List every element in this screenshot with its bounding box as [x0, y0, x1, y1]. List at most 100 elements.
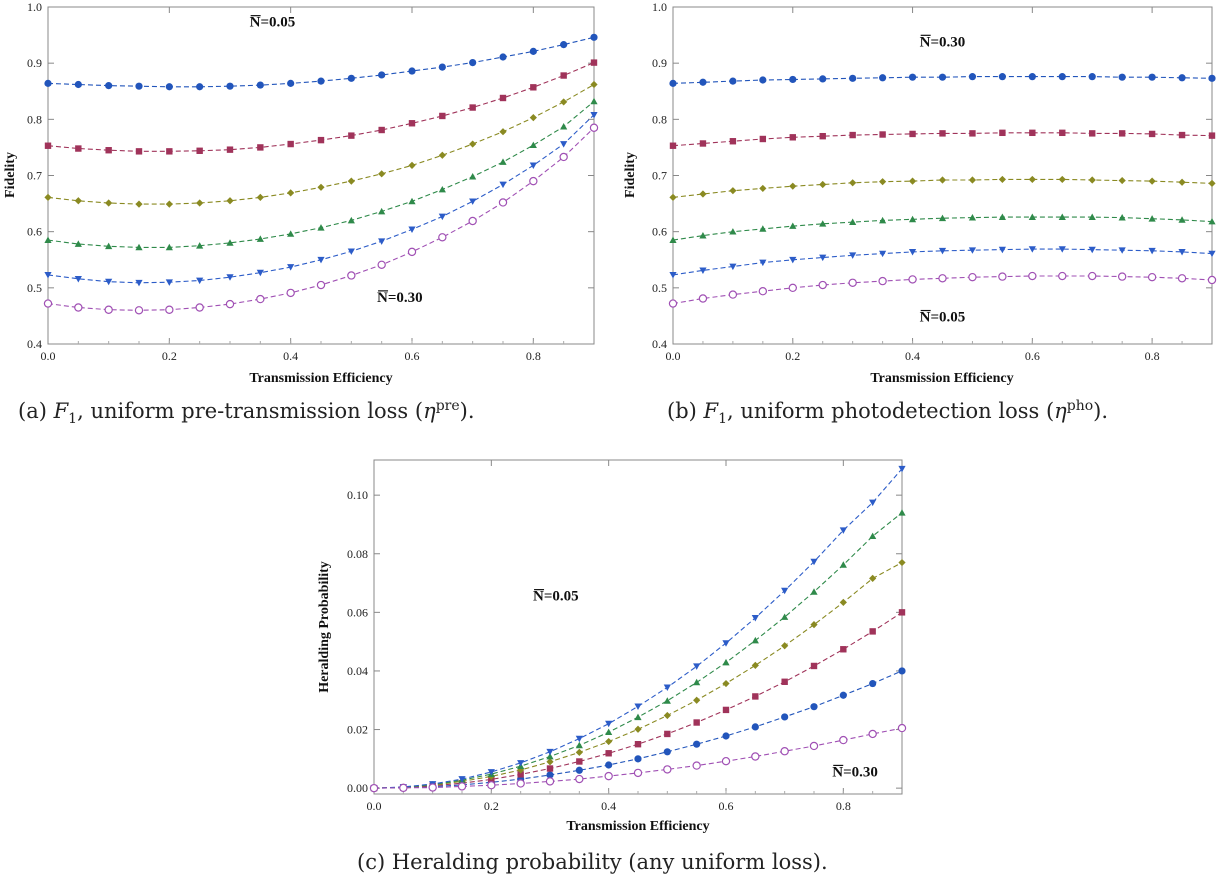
data-point: [135, 148, 143, 155]
series-6: [369, 723, 907, 793]
data-point: [898, 509, 906, 516]
data-point: [408, 226, 416, 234]
data-point: [517, 771, 524, 778]
data-point: [377, 260, 386, 270]
data-point: [438, 63, 446, 71]
data-point: [789, 134, 796, 141]
data-point: [560, 98, 568, 106]
data-point: [781, 587, 789, 595]
data-point: [818, 280, 827, 290]
data-point: [165, 279, 173, 286]
data-point: [699, 78, 707, 86]
data-point: [44, 142, 52, 149]
plot-frame: [672, 6, 1213, 345]
y-tick-label: 0.4: [27, 337, 42, 351]
x-tick-label: 0.6: [405, 349, 420, 363]
data-point: [819, 132, 826, 140]
series-2: [44, 59, 598, 155]
data-point: [105, 199, 113, 207]
data-point: [879, 250, 887, 258]
data-point: [810, 621, 818, 629]
data-point: [751, 636, 759, 644]
data-point: [1029, 129, 1036, 137]
x-tick-label: 0.4: [601, 799, 616, 813]
data-point: [819, 254, 827, 262]
data-point: [347, 271, 356, 280]
series-annotation: N=0.05: [250, 15, 296, 31]
data-point: [869, 532, 877, 540]
data-point: [438, 233, 447, 242]
series-6: [668, 271, 1217, 308]
data-point: [196, 242, 204, 249]
data-point: [560, 72, 567, 79]
data-point: [529, 141, 537, 149]
y-tick-label: 0.4: [652, 337, 667, 351]
data-point: [878, 276, 887, 286]
data-point: [1028, 175, 1036, 184]
y-axis-label: Heralding Probability: [317, 561, 332, 693]
data-point: [759, 135, 767, 143]
data-point: [165, 243, 173, 251]
data-point: [669, 79, 677, 87]
data-point: [729, 187, 737, 195]
data-point: [839, 691, 847, 699]
data-point: [998, 272, 1007, 281]
data-point: [1148, 177, 1156, 185]
data-point: [408, 67, 416, 75]
data-point: [669, 236, 677, 243]
data-point: [605, 750, 612, 757]
data-point: [439, 112, 446, 120]
data-point: [469, 140, 477, 148]
data-point: [722, 706, 730, 714]
data-point: [781, 678, 788, 685]
data-point: [968, 247, 977, 254]
data-point: [698, 294, 708, 303]
data-point: [1178, 216, 1186, 223]
data-point: [633, 768, 643, 778]
data-point: [560, 141, 568, 148]
caption-b: (b) F1, uniform photodetection loss (ηph…: [667, 398, 1109, 428]
data-point: [529, 47, 537, 55]
heralding-probability-chart: 0.0 0.2 0.4 0.6 0.8 0.00 0.02 0.04 0.06 0.08 0.10 T…: [317, 459, 907, 834]
data-point: [810, 588, 818, 595]
data-point: [43, 299, 53, 308]
data-point: [516, 779, 525, 788]
data-point: [810, 662, 818, 670]
data-point: [839, 598, 847, 606]
data-point: [1058, 175, 1066, 184]
data-point: [1088, 213, 1096, 220]
x-tick-label: 0.2: [484, 799, 499, 813]
data-point: [165, 200, 173, 208]
data-point: [634, 713, 642, 721]
data-point: [105, 242, 113, 250]
data-point: [810, 703, 818, 711]
data-point: [1089, 130, 1096, 137]
data-point: [781, 642, 789, 650]
data-point: [135, 279, 143, 287]
y-tick-label: 0.9: [652, 56, 667, 70]
data-point: [1208, 74, 1216, 82]
data-point: [408, 197, 416, 205]
data-point: [1148, 215, 1156, 222]
data-point: [589, 123, 599, 132]
data-point: [751, 615, 759, 622]
data-point: [664, 730, 671, 738]
data-point: [348, 132, 355, 139]
data-point: [499, 181, 507, 189]
data-point: [487, 781, 496, 790]
data-point: [869, 679, 877, 688]
data-point: [1118, 214, 1126, 221]
data-point: [968, 272, 977, 282]
data-point: [1117, 272, 1127, 281]
data-point: [634, 740, 642, 748]
data-point: [1058, 73, 1066, 81]
series-annotation: N=0.05: [920, 310, 966, 326]
series-annotation: N=0.05: [533, 589, 579, 605]
data-point: [1148, 247, 1156, 255]
series-2: [370, 609, 906, 792]
y-tick-label: 0.5: [27, 281, 42, 295]
fidelity-pre-transmission-chart: 0.0 0.2 0.4 0.6 0.8 0.4 0.5 0.6 0.7 0.8 0.9 1.0 Tran…: [3, 0, 599, 386]
data-point: [1118, 247, 1126, 254]
data-point: [575, 735, 583, 743]
data-point: [1028, 271, 1037, 281]
